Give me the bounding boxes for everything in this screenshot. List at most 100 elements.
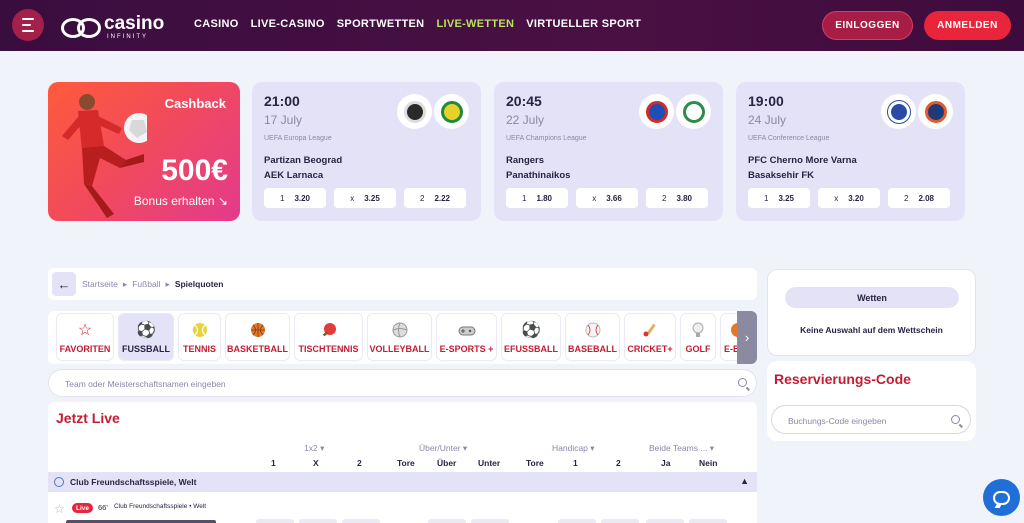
away-crest-icon [434, 94, 469, 129]
betslip-tab-wetten[interactable]: Wetten [785, 287, 959, 308]
cricket-icon [641, 321, 659, 339]
signup-button[interactable]: ANMELDEN [924, 11, 1011, 40]
match-league: UEFA Europa League [264, 135, 332, 142]
sport-tab-fussball[interactable]: ⚽ FUSSBALL [118, 313, 174, 361]
promo-amount: 500€ [161, 154, 228, 187]
odd-button[interactable] [299, 519, 337, 523]
odd-button-1[interactable]: 1 3.20 [264, 188, 326, 208]
featured-match-card[interactable]: 20:45 22 July UEFA Champions League Rang… [494, 82, 723, 221]
odd-button[interactable] [558, 519, 596, 523]
odd-button[interactable] [342, 519, 380, 523]
globe-icon [54, 477, 64, 487]
sport-tab-esports[interactable]: E-SPORTS + [436, 313, 497, 361]
nav-casino[interactable]: CASINO [194, 18, 239, 30]
featured-match-card[interactable]: 21:00 17 July UEFA Europa League Partiza… [252, 82, 481, 221]
sport-tab-tischtennis[interactable]: TISCHTENNIS [294, 313, 363, 361]
breadcrumb-separator-icon: ▸ [165, 279, 170, 289]
logo[interactable]: casino INFINITY [60, 12, 164, 40]
odd-button[interactable] [428, 519, 466, 523]
login-button[interactable]: EINLOGGEN [822, 11, 913, 40]
nav-virtueller-sport[interactable]: VIRTUELLER SPORT [526, 18, 642, 30]
odd-button-x[interactable]: x 3.25 [334, 188, 396, 208]
event-row[interactable]: ☆ Live 66' Club Freundschaftsspiele • We… [48, 497, 757, 523]
odd-button-2[interactable]: 2 2.22 [404, 188, 466, 208]
odd-button-1[interactable]: 1 3.25 [748, 188, 810, 208]
sport-tab-tennis[interactable]: TENNIS [178, 313, 221, 361]
search-icon[interactable] [951, 415, 960, 424]
promo-cta[interactable]: Bonus erhalten ↘ [133, 194, 228, 208]
breadcrumb: Startseite ▸ Fußball ▸ Spielquoten [82, 279, 223, 290]
team-search-input[interactable]: Team oder Meisterschaftsnamen eingeben [48, 369, 757, 397]
market-dropdown-handicap[interactable]: Handicap ▾ [552, 443, 595, 453]
match-date: 17 July [264, 113, 303, 127]
live-events-section: Jetzt Live 1x2 ▾ Über/Unter ▾ Handicap ▾… [48, 402, 757, 523]
reservation-title: Reservierungs-Code [774, 371, 911, 387]
table-tennis-icon [320, 321, 338, 339]
column-header: 2 [357, 458, 362, 468]
nav-live-wetten[interactable]: LIVE-WETTEN [436, 18, 515, 30]
breadcrumb-item[interactable]: Startseite [82, 279, 118, 289]
nav-sportwetten[interactable]: SPORTWETTEN [336, 18, 425, 30]
odd-button-2[interactable]: 2 3.80 [646, 188, 708, 208]
league-group-header[interactable]: Club Freundschaftsspiele, Welt ▲ [48, 472, 757, 492]
sport-tab-efussball[interactable]: ⚽ EFUSSBALL [501, 313, 561, 361]
odd-button[interactable] [689, 519, 727, 523]
home-team: Partizan Beograd [264, 155, 343, 166]
sport-tab-baseball[interactable]: BASEBALL [565, 313, 620, 361]
odd-button-2[interactable]: 2 2.08 [888, 188, 950, 208]
league-name: Club Freundschaftsspiele, Welt [70, 477, 197, 487]
market-dropdown-over-under[interactable]: Über/Unter ▾ [419, 443, 468, 453]
home-crest-icon [639, 94, 674, 129]
odd-button[interactable] [646, 519, 684, 523]
betslip-panel: Wetten Keine Auswahl auf dem Wettschein [767, 269, 976, 356]
tennis-icon [191, 321, 209, 339]
breadcrumb-item[interactable]: Fußball [132, 279, 161, 289]
column-header: 2 [616, 458, 621, 468]
favorite-star-icon[interactable]: ☆ [54, 502, 65, 516]
search-icon[interactable] [738, 378, 747, 387]
back-arrow-icon[interactable]: ← [52, 272, 76, 296]
away-team: AEK Larnaca [264, 170, 324, 181]
away-team: Panathinaikos [506, 170, 571, 181]
menu-icon[interactable] [12, 9, 44, 41]
breadcrumb-bar: ← Startseite ▸ Fußball ▸ Spielquoten [48, 268, 757, 300]
soccer-icon: ⚽ [136, 321, 156, 339]
baseball-icon [584, 321, 602, 339]
booking-code-input[interactable]: Buchungs-Code eingeben [771, 405, 971, 434]
sports-filter-bar: ☆ FAVORITEN ⚽ FUSSBALL TENNIS BASKETBALL… [48, 311, 757, 364]
sport-tab-cricket[interactable]: CRICKET+ [624, 313, 676, 361]
sport-tab-golf[interactable]: GOLF [680, 313, 716, 361]
odd-button[interactable] [256, 519, 294, 523]
odd-button[interactable] [471, 519, 509, 523]
soccer-player-image [62, 94, 147, 218]
away-crest-icon [676, 94, 711, 129]
chat-support-icon[interactable] [983, 479, 1020, 516]
sport-tab-favoriten[interactable]: ☆ FAVORITEN [56, 313, 114, 361]
logo-text: casino [104, 13, 165, 34]
column-header: 1 [271, 458, 276, 468]
odd-button[interactable] [601, 519, 639, 523]
sport-tab-basketball[interactable]: BASKETBALL [225, 313, 290, 361]
odd-button-1[interactable]: 1 1.80 [506, 188, 568, 208]
sport-tab-volleyball[interactable]: VOLLEYBALL [367, 313, 432, 361]
odds-row: 1 3.20 x 3.25 2 2.22 [264, 188, 466, 208]
featured-match-card[interactable]: 19:00 24 July UEFA Conference League PFC… [736, 82, 965, 221]
match-time: 19:00 [748, 93, 784, 109]
odd-button-x[interactable]: x 3.20 [818, 188, 880, 208]
volleyball-icon [391, 321, 409, 339]
column-header: 1 [573, 458, 578, 468]
column-header: Tore [397, 458, 415, 468]
chevron-right-icon[interactable]: › [737, 311, 757, 364]
cashback-promo-card[interactable]: Cashback 500€ Bonus erhalten ↘ [48, 82, 240, 221]
column-header: Nein [699, 458, 718, 468]
column-header: X [313, 458, 319, 468]
odd-button-x[interactable]: x 3.66 [576, 188, 638, 208]
market-dropdown-both-teams[interactable]: Beide Teams ... ▾ [649, 443, 715, 453]
home-team: PFC Cherno More Varna [748, 155, 857, 166]
market-dropdown-1x2[interactable]: 1x2 ▾ [304, 443, 325, 453]
match-time: 21:00 [264, 93, 300, 109]
nav-live-casino[interactable]: LIVE-CASINO [250, 18, 325, 30]
chevron-up-icon[interactable]: ▲ [740, 476, 749, 486]
odds-row: 1 1.80 x 3.66 2 3.80 [506, 188, 708, 208]
breadcrumb-current: Spielquoten [174, 279, 224, 289]
